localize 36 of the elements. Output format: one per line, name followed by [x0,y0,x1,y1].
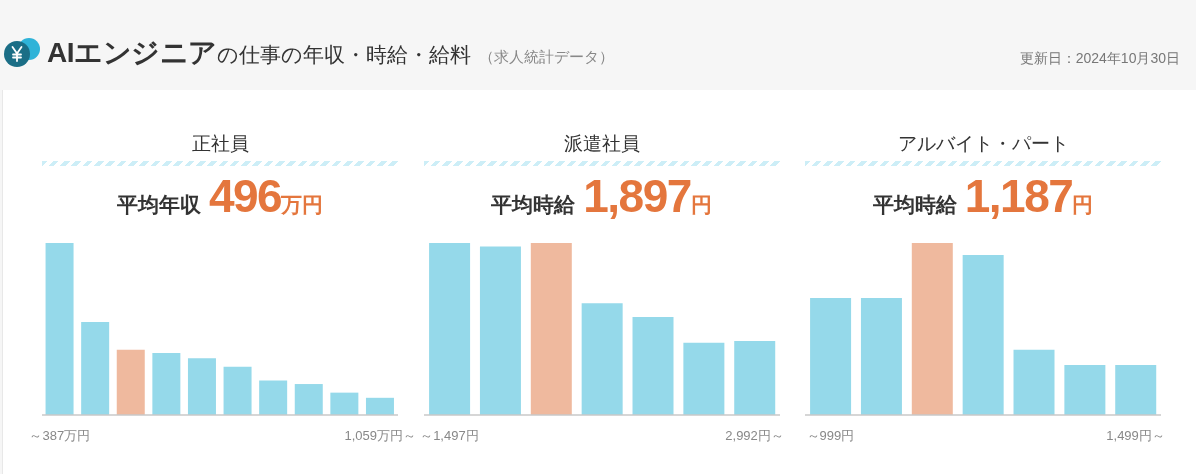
x-tick-label: ～999円 [806,428,855,444]
bar [962,255,1004,415]
bar [810,298,852,415]
x-tick-label: 2,992円～ [724,428,784,444]
x-tick-label: ～387万円 [29,428,91,444]
bar [1013,349,1055,415]
bar [152,353,181,415]
bar [116,349,145,415]
bar [428,243,470,415]
text: 更新日：2024年10月30日 [1019,50,1180,68]
bar [187,358,216,415]
bar [223,366,252,415]
bar [81,322,110,415]
text: （求人統計データ） [478,48,614,65]
bar [581,303,623,415]
bar [365,397,394,415]
bar [45,243,74,415]
bar [682,342,724,415]
bar [632,316,674,415]
chart-title: アルバイト・パート [896,132,1070,156]
x-tick-label: 1,499円～ [1106,428,1165,444]
bar [1064,365,1106,415]
bar [479,246,521,415]
bar [733,341,775,415]
x-tick-label: ～1,497円 [419,428,479,444]
bar [530,243,572,415]
bar [294,384,323,415]
bar [911,243,953,415]
bar [330,392,359,415]
bar [860,298,902,415]
chart-title: 正社員 [190,132,250,156]
x-tick-label: 1,059万円～ [344,428,416,444]
chart-title: 派遣社員 [562,132,641,156]
text: AIエンジニアの仕事の年収・時給・給料 [47,37,471,68]
bar [1115,365,1157,415]
bar [259,380,288,415]
